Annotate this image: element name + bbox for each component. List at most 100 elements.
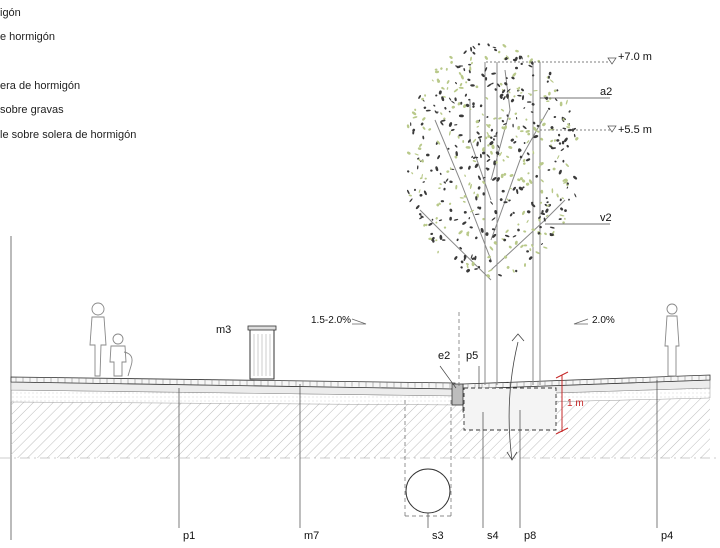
leaf bbox=[518, 86, 521, 89]
leaf bbox=[512, 72, 517, 77]
leaf bbox=[512, 58, 517, 62]
leaf bbox=[533, 135, 539, 139]
leaf bbox=[462, 221, 467, 225]
leaf bbox=[487, 134, 491, 138]
leaf bbox=[526, 152, 530, 156]
leaf bbox=[513, 95, 516, 98]
leaf bbox=[559, 198, 562, 202]
leaf bbox=[531, 102, 535, 106]
leaf bbox=[422, 181, 425, 183]
leaf bbox=[448, 110, 451, 113]
leaf bbox=[419, 143, 423, 147]
leaf bbox=[508, 91, 511, 94]
leaf bbox=[500, 108, 505, 112]
leaf bbox=[468, 182, 471, 186]
leaf bbox=[440, 200, 445, 203]
leaf bbox=[421, 97, 424, 101]
leaf bbox=[512, 235, 517, 238]
leaf bbox=[490, 136, 493, 139]
leaf bbox=[449, 180, 453, 184]
leaf bbox=[459, 246, 463, 250]
leaf bbox=[512, 211, 515, 214]
leaf bbox=[418, 213, 422, 216]
leaf bbox=[566, 182, 569, 185]
leaf bbox=[436, 203, 440, 207]
label-p8: p8 bbox=[524, 530, 537, 542]
leaf bbox=[417, 147, 422, 150]
leaf bbox=[539, 162, 543, 166]
leaf bbox=[460, 260, 464, 264]
leaf bbox=[531, 203, 536, 208]
leaf bbox=[525, 182, 530, 186]
leaf bbox=[523, 142, 526, 144]
elevation-mid-marker bbox=[540, 125, 617, 133]
leaf bbox=[418, 95, 421, 99]
leaf bbox=[491, 217, 496, 221]
leaf bbox=[479, 104, 483, 108]
leaf bbox=[565, 163, 569, 167]
leaf bbox=[511, 76, 515, 80]
leaf bbox=[485, 232, 489, 236]
leaf bbox=[557, 133, 561, 137]
leaf bbox=[432, 239, 435, 243]
leaf bbox=[444, 106, 447, 110]
leaf bbox=[515, 117, 518, 120]
leaf bbox=[470, 254, 473, 259]
leaf bbox=[501, 126, 505, 130]
leaf bbox=[450, 128, 455, 132]
leaf bbox=[556, 139, 560, 142]
leaf bbox=[520, 62, 523, 66]
legend-item-5: le sobre solera de hormigón bbox=[0, 129, 137, 141]
leaf bbox=[515, 269, 518, 273]
leaf bbox=[499, 93, 504, 97]
dimension-1m bbox=[555, 371, 569, 435]
leaf bbox=[411, 111, 417, 116]
leaf bbox=[562, 221, 565, 224]
callout-v2: v2 bbox=[600, 212, 612, 224]
leaf bbox=[421, 159, 424, 163]
leaf bbox=[441, 239, 446, 241]
leaf bbox=[550, 126, 554, 130]
leaf bbox=[477, 186, 481, 190]
leaf bbox=[418, 189, 421, 194]
leaf bbox=[548, 145, 554, 149]
leaf bbox=[423, 106, 427, 109]
leaf bbox=[495, 131, 498, 136]
leaf bbox=[503, 201, 508, 204]
leaf bbox=[543, 246, 548, 249]
legend-item-2: e hormigón bbox=[0, 31, 56, 43]
leaf bbox=[475, 120, 479, 124]
leaf bbox=[474, 255, 477, 261]
leaf bbox=[448, 122, 453, 127]
leaf bbox=[486, 116, 489, 118]
leaf bbox=[476, 141, 479, 147]
leaf bbox=[521, 88, 524, 92]
leaf bbox=[488, 124, 491, 127]
leaf bbox=[479, 153, 482, 159]
leaf bbox=[422, 126, 426, 130]
leaf bbox=[517, 228, 520, 232]
leaf bbox=[568, 198, 570, 201]
leaf bbox=[526, 210, 531, 214]
leaf bbox=[407, 170, 410, 173]
leaf bbox=[456, 66, 461, 69]
leaf bbox=[503, 238, 507, 242]
label-s4: s4 bbox=[487, 530, 499, 542]
leaf bbox=[564, 137, 568, 143]
leaf bbox=[558, 218, 562, 221]
leaf bbox=[548, 71, 552, 76]
leaf bbox=[505, 77, 508, 80]
legend-item-4: sobre gravas bbox=[0, 104, 64, 116]
leaf bbox=[465, 81, 468, 84]
leaf bbox=[537, 232, 541, 235]
leaf bbox=[478, 206, 482, 210]
leaf bbox=[546, 204, 550, 207]
leaf bbox=[520, 244, 524, 248]
callout-p5: p5 bbox=[466, 350, 479, 362]
leaf bbox=[439, 172, 442, 176]
leaf bbox=[552, 167, 556, 171]
leaf bbox=[486, 154, 491, 158]
leaf bbox=[468, 165, 471, 170]
leaf bbox=[499, 151, 502, 157]
leaf bbox=[487, 43, 490, 47]
